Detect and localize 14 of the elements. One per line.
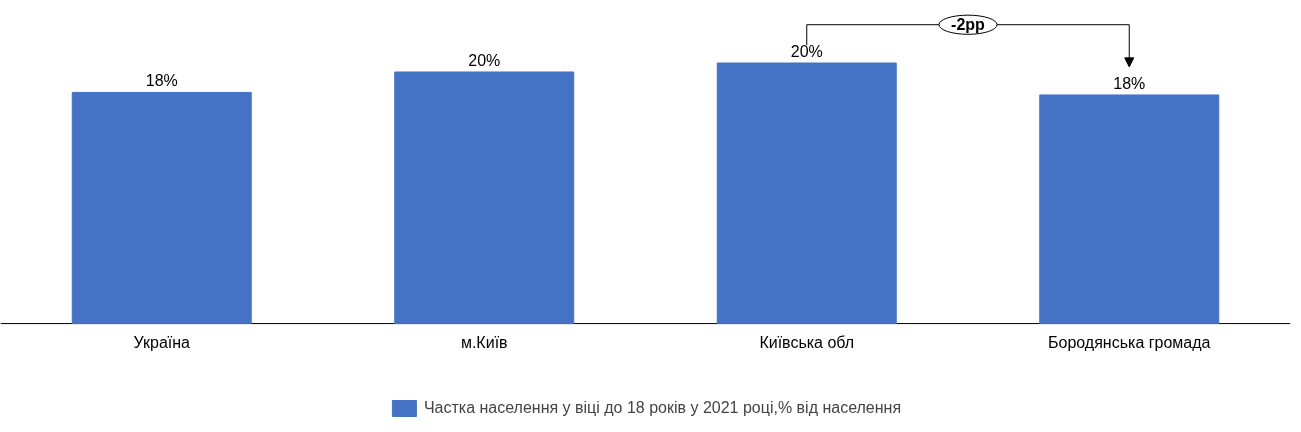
bar [1039,94,1220,325]
bar [394,71,575,325]
x-tick-label: м.Київ [460,333,508,351]
data-label: 18% [1113,74,1146,92]
legend-label: Частка населення у віці до 18 років у 2021 році,% від населення [423,399,902,417]
data-label: 20% [468,51,501,69]
x-tick-label: Україна [133,333,191,351]
bar [716,62,897,325]
data-label: 18% [145,72,178,90]
text: -2pp [951,16,986,34]
x-tick-label: Бородянська громада [1048,333,1211,351]
x-tick-label: Київська обл [759,333,855,351]
bar [71,91,252,325]
data-label: 20% [790,43,823,61]
